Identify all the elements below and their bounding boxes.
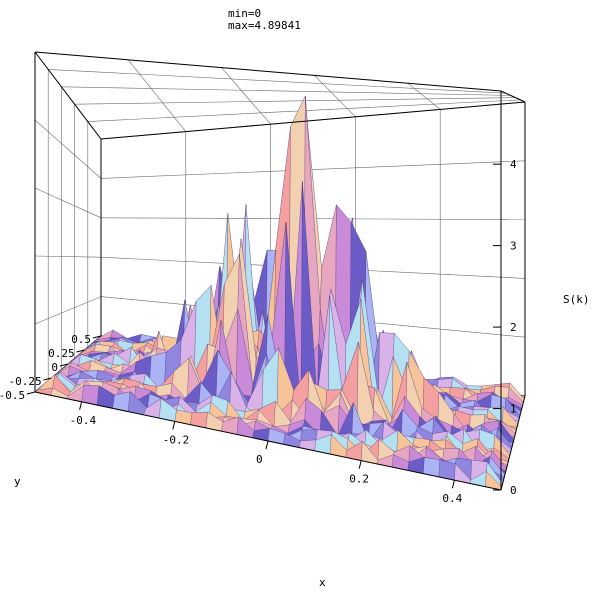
box-edge — [34, 51, 502, 92]
y-axis-label: y — [14, 475, 21, 488]
z-tick-label: 0 — [510, 484, 517, 497]
y-tick — [26, 391, 36, 395]
grid-line — [127, 59, 187, 132]
z-axis-label: S(k) — [563, 293, 590, 306]
z-tick-label: 4 — [510, 158, 517, 171]
grid-line — [34, 119, 102, 179]
x-axis-label: x — [319, 576, 326, 589]
z-tick-label: 1 — [510, 403, 517, 416]
grid-line — [34, 296, 102, 325]
grid-line — [314, 75, 356, 118]
x-tick-label: -0.4 — [70, 414, 97, 427]
x-tick-label: 0 — [256, 453, 263, 466]
y-tick-label: 0.5 — [71, 333, 91, 346]
y-tick-label: 0.25 — [48, 347, 75, 360]
x-tick — [265, 440, 269, 450]
box-edge — [100, 101, 526, 140]
surface-facet — [300, 429, 318, 442]
box-edge — [34, 51, 102, 140]
y-tick-label: -0.5 — [0, 389, 25, 402]
axis-ticks — [26, 163, 501, 491]
grid-line — [61, 86, 511, 96]
x-tick — [172, 421, 176, 430]
grid-line — [407, 82, 441, 110]
y-tick — [92, 335, 102, 339]
max-label: max=4.89841 — [228, 19, 301, 32]
grid-line — [34, 255, 102, 258]
x-tick — [79, 401, 83, 410]
x-tick-label: -0.2 — [163, 433, 190, 446]
z-tick-label: 3 — [510, 240, 517, 253]
z-tick-label: 2 — [510, 321, 517, 334]
x-tick — [451, 480, 455, 489]
y-tick-label: 0 — [51, 361, 58, 374]
x-tick — [358, 460, 362, 469]
y-tick — [59, 363, 69, 367]
x-tick-label: 0.4 — [442, 492, 462, 505]
surface-mesh — [34, 95, 526, 491]
x-tick-label: 0.2 — [349, 473, 369, 486]
box-edge — [500, 395, 526, 491]
grid-line — [100, 160, 526, 179]
surface-facet — [174, 409, 193, 425]
grid-line — [34, 187, 102, 219]
y-tick-label: -0.25 — [9, 375, 42, 388]
grid-line — [48, 69, 506, 94]
box-edge — [500, 90, 526, 103]
y-tick — [43, 377, 52, 381]
y-tick — [76, 349, 85, 353]
min-label: min=0 — [228, 7, 261, 20]
grid-line — [74, 97, 516, 105]
grid-line — [221, 67, 271, 125]
